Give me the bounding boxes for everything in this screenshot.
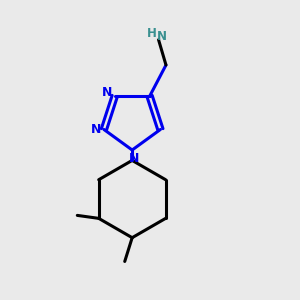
Text: N: N [90,123,101,136]
Text: N: N [128,152,139,165]
Text: N: N [157,30,166,43]
Text: N: N [102,86,112,99]
Text: H: H [147,27,157,40]
